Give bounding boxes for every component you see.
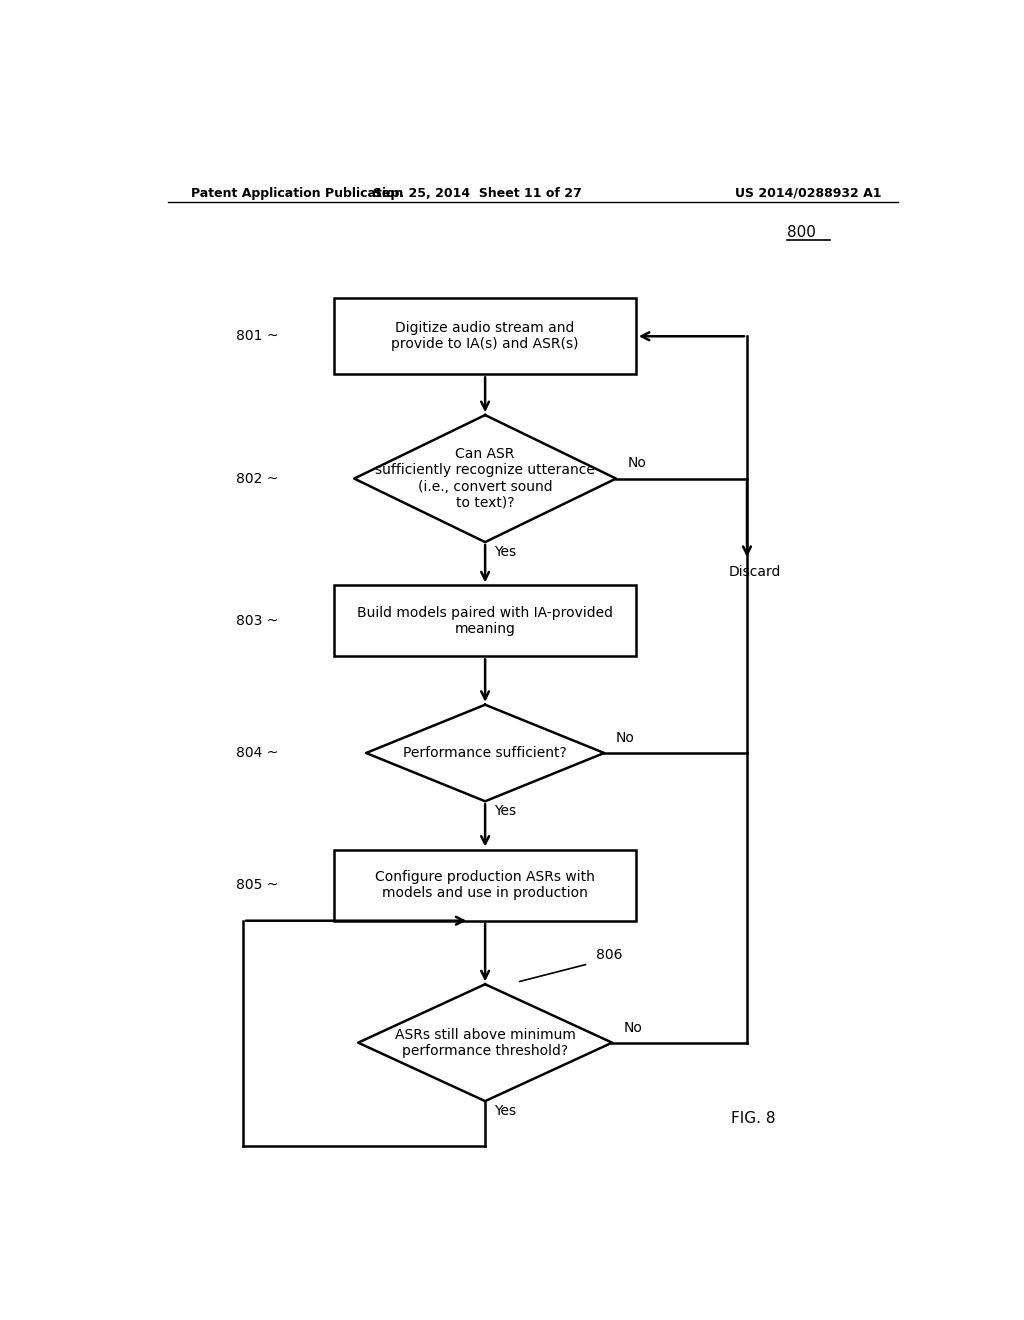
Text: No: No — [628, 457, 647, 470]
Polygon shape — [358, 985, 612, 1101]
Text: ASRs still above minimum
performance threshold?: ASRs still above minimum performance thr… — [394, 1027, 575, 1057]
Text: Yes: Yes — [494, 1104, 516, 1118]
Text: Performance sufficient?: Performance sufficient? — [403, 746, 567, 760]
Polygon shape — [354, 414, 616, 543]
FancyBboxPatch shape — [334, 850, 636, 921]
Text: US 2014/0288932 A1: US 2014/0288932 A1 — [735, 187, 882, 199]
Text: No: No — [624, 1020, 643, 1035]
Polygon shape — [367, 705, 604, 801]
Text: 805 ~: 805 ~ — [237, 878, 279, 892]
Text: 804 ~: 804 ~ — [237, 746, 279, 760]
Text: 806: 806 — [596, 948, 623, 962]
Text: Build models paired with IA-provided
meaning: Build models paired with IA-provided mea… — [357, 606, 613, 636]
Text: Configure production ASRs with
models and use in production: Configure production ASRs with models an… — [375, 870, 595, 900]
Text: 801 ~: 801 ~ — [237, 329, 279, 343]
Text: Yes: Yes — [494, 545, 516, 560]
Text: Sep. 25, 2014  Sheet 11 of 27: Sep. 25, 2014 Sheet 11 of 27 — [373, 187, 582, 199]
Text: 802 ~: 802 ~ — [237, 471, 279, 486]
FancyBboxPatch shape — [334, 298, 636, 375]
Text: Digitize audio stream and
provide to IA(s) and ASR(s): Digitize audio stream and provide to IA(… — [391, 321, 579, 351]
Text: No: No — [616, 731, 635, 744]
FancyBboxPatch shape — [334, 585, 636, 656]
Text: 800: 800 — [786, 224, 815, 240]
Text: Discard: Discard — [729, 565, 781, 579]
Text: 803 ~: 803 ~ — [237, 614, 279, 628]
Text: Can ASR
sufficiently recognize utterance
(i.e., convert sound
to text)?: Can ASR sufficiently recognize utterance… — [375, 447, 595, 510]
Text: Patent Application Publication: Patent Application Publication — [191, 187, 403, 199]
Text: Yes: Yes — [494, 804, 516, 818]
Text: FIG. 8: FIG. 8 — [731, 1111, 775, 1126]
